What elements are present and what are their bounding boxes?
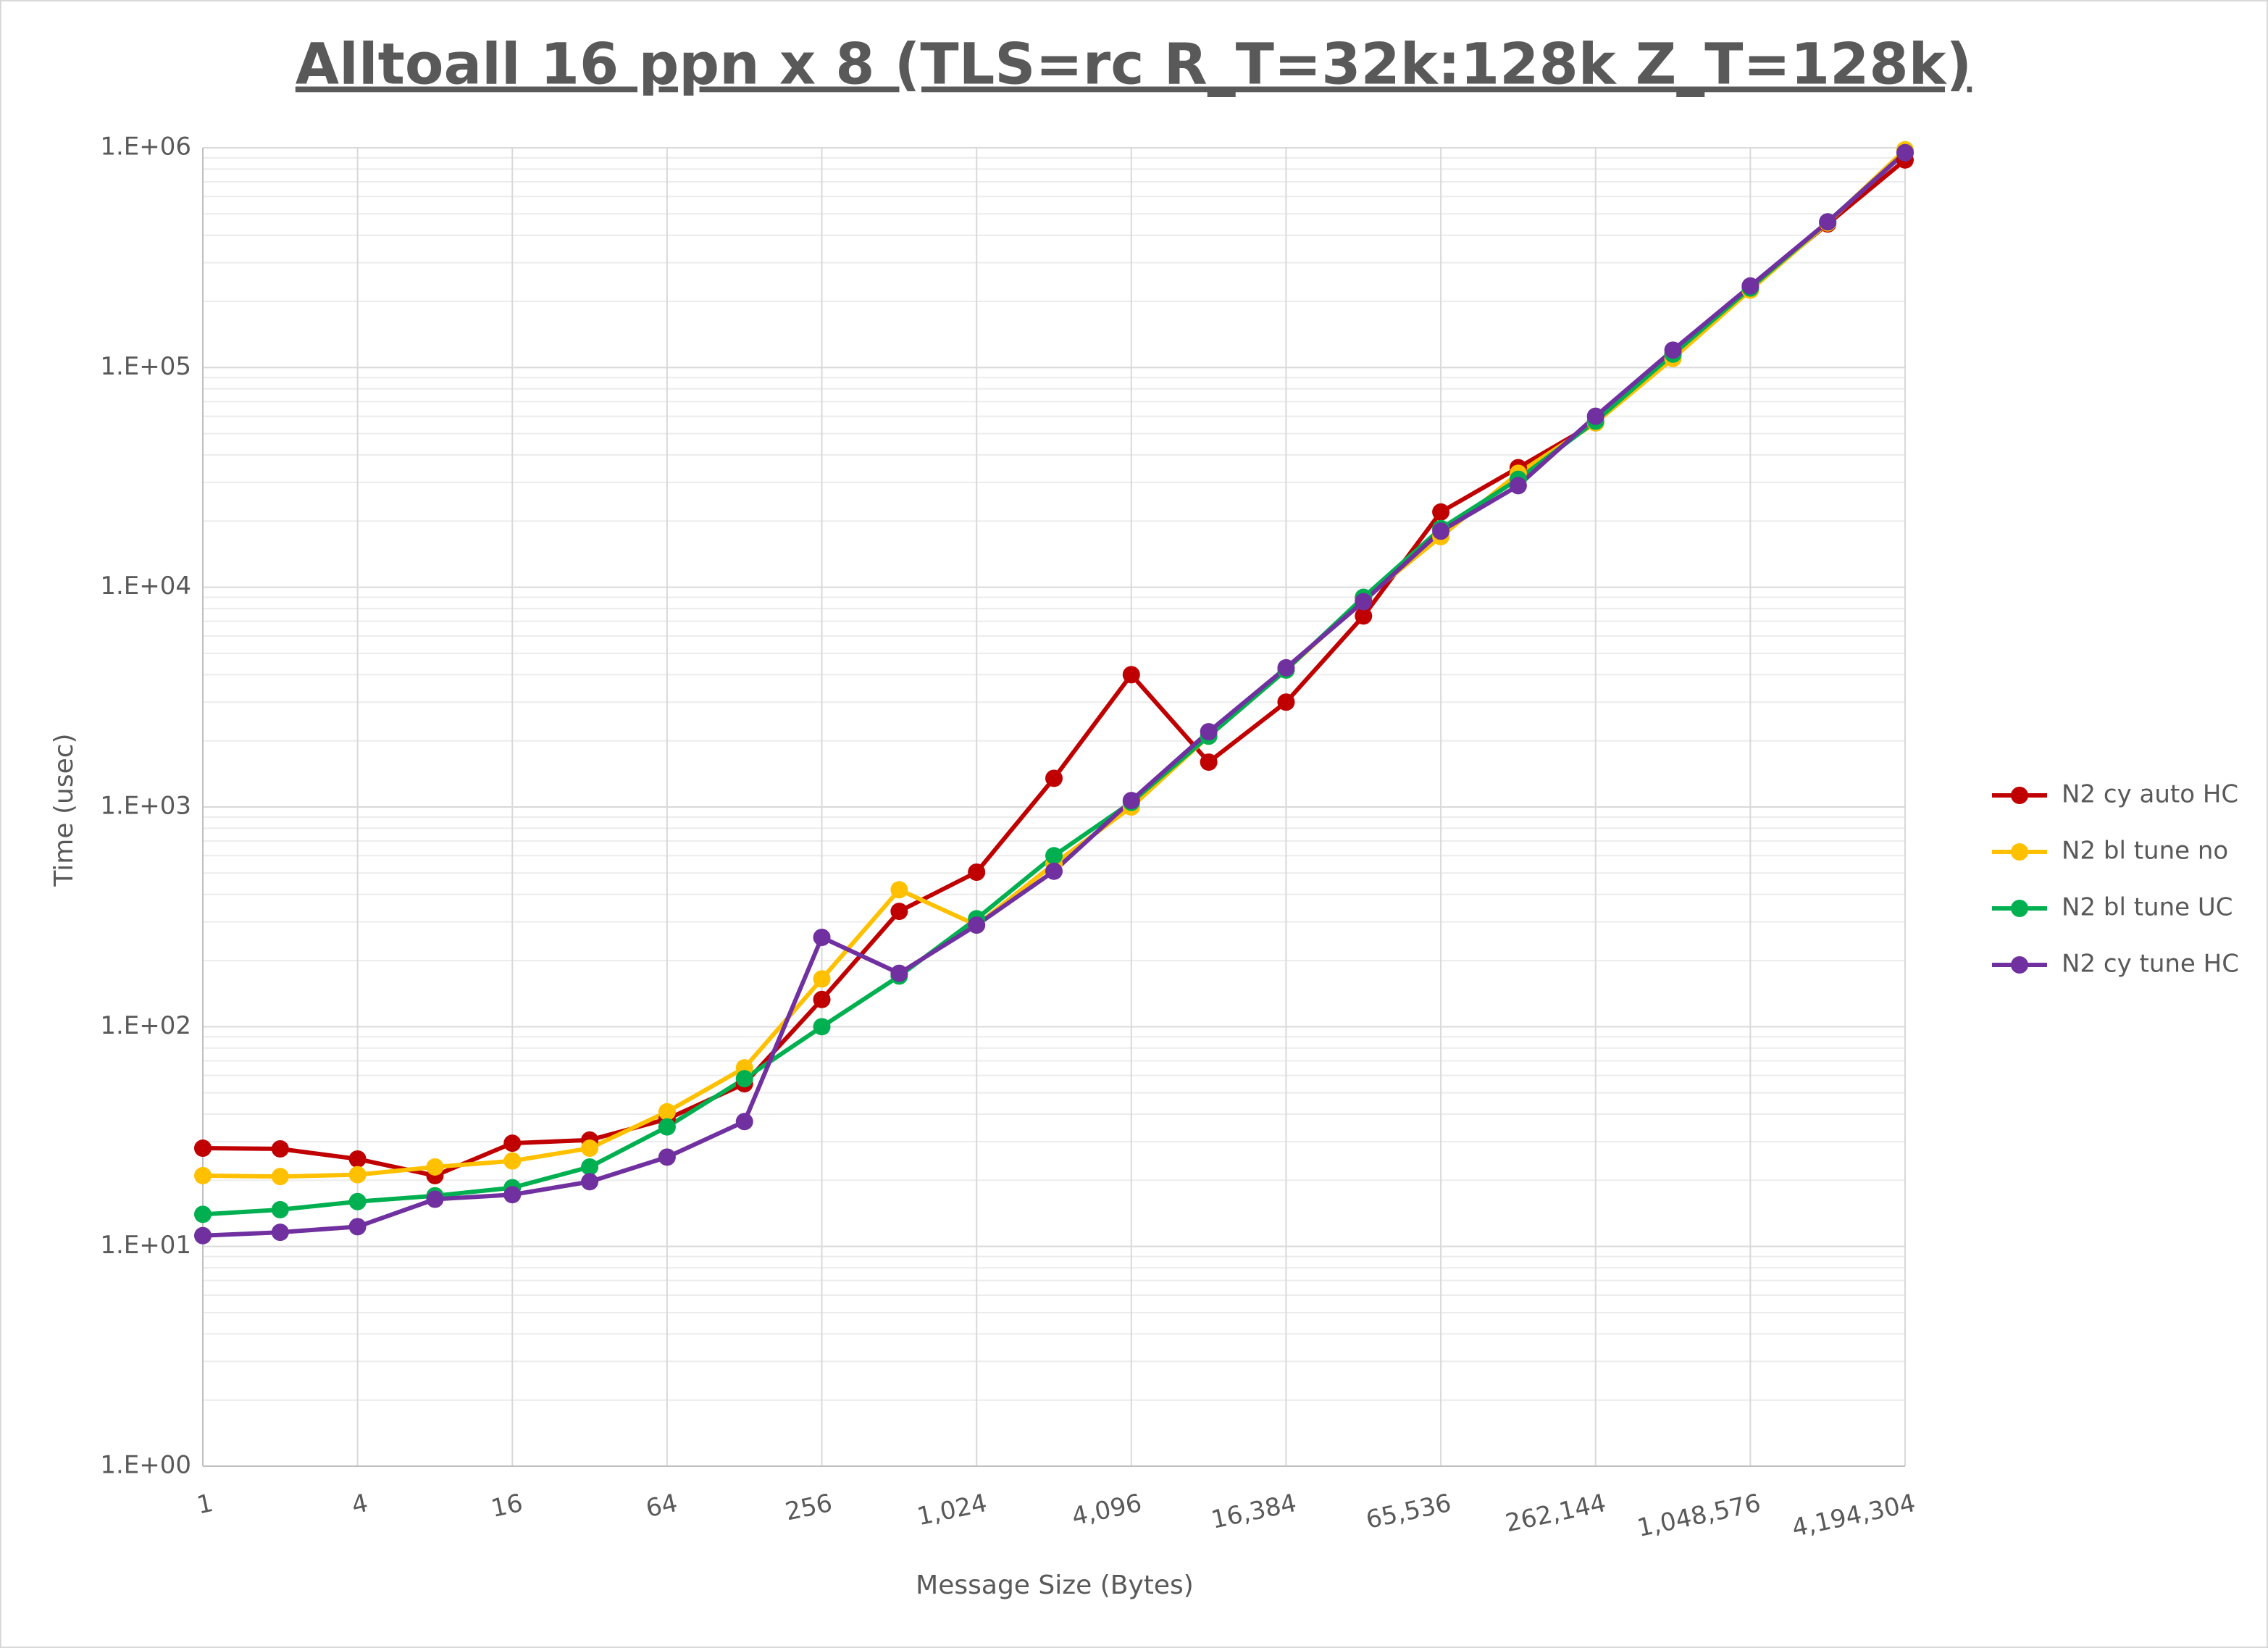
y-tick-label: 1.E+03 xyxy=(100,792,191,821)
x-tick-label: 16 xyxy=(488,1489,525,1523)
data-point xyxy=(1896,143,1914,162)
legend-marker xyxy=(2011,787,2028,804)
data-point xyxy=(890,903,908,921)
data-point xyxy=(348,1192,367,1210)
data-point xyxy=(503,1186,522,1204)
data-point xyxy=(194,1226,212,1245)
y-axis-title: Time (usec) xyxy=(49,733,79,887)
data-point xyxy=(890,964,908,982)
data-point xyxy=(1586,407,1604,425)
data-point xyxy=(890,881,908,899)
data-point xyxy=(194,1166,212,1184)
legend-label: N2 cy auto HC xyxy=(2062,780,2238,809)
data-point xyxy=(1200,753,1218,771)
legend-marker xyxy=(2011,956,2028,974)
data-point xyxy=(271,1200,289,1218)
y-tick-label: 1.E+04 xyxy=(100,572,191,601)
data-point xyxy=(1122,666,1140,684)
data-point xyxy=(348,1166,367,1184)
data-point xyxy=(813,970,831,988)
data-point xyxy=(968,916,986,934)
data-point xyxy=(658,1103,676,1121)
data-point xyxy=(813,1018,831,1036)
data-point xyxy=(1200,723,1218,741)
data-point xyxy=(348,1218,367,1236)
data-point xyxy=(194,1139,212,1158)
data-point xyxy=(271,1139,289,1158)
grid xyxy=(202,147,1906,1467)
x-tick-label: 64 xyxy=(643,1489,680,1523)
data-point xyxy=(735,1113,753,1131)
data-point xyxy=(271,1224,289,1242)
data-point xyxy=(813,990,831,1008)
y-tick-label: 1.E+00 xyxy=(100,1451,191,1480)
data-point xyxy=(503,1152,522,1170)
data-point xyxy=(1045,847,1063,865)
legend-label: N2 bl tune UC xyxy=(2062,893,2233,922)
data-point xyxy=(581,1139,599,1158)
data-point xyxy=(1509,477,1527,495)
data-point xyxy=(194,1205,212,1224)
data-point xyxy=(581,1158,599,1176)
data-point xyxy=(968,863,986,882)
y-tick-label: 1.E+06 xyxy=(100,133,191,162)
data-point xyxy=(1819,213,1837,231)
data-point xyxy=(271,1168,289,1186)
y-tick-label: 1.E+01 xyxy=(100,1231,191,1260)
y-tick-label: 1.E+05 xyxy=(100,352,191,381)
legend-label: N2 cy tune HC xyxy=(2062,950,2239,979)
data-point xyxy=(1741,277,1759,295)
data-point xyxy=(581,1173,599,1191)
data-point xyxy=(426,1190,444,1208)
data-point xyxy=(1045,769,1063,787)
data-point xyxy=(813,929,831,947)
data-point xyxy=(1277,693,1295,711)
data-point xyxy=(1355,607,1373,625)
legend-marker xyxy=(2011,900,2028,917)
data-point xyxy=(1432,522,1450,540)
data-point xyxy=(658,1148,676,1166)
data-point xyxy=(735,1070,753,1088)
data-point xyxy=(1045,862,1063,880)
y-tick-label: 1.E+02 xyxy=(100,1011,191,1040)
chart-title: Alltoall 16 ppn x 8 (TLS=rc R_T=32k:128k… xyxy=(296,32,1972,97)
data-point xyxy=(1432,503,1450,521)
data-point xyxy=(1355,593,1373,611)
legend-label: N2 bl tune no xyxy=(2062,837,2228,866)
data-point xyxy=(348,1150,367,1168)
data-point xyxy=(1122,792,1140,810)
data-point xyxy=(426,1158,444,1176)
data-point xyxy=(503,1134,522,1153)
data-point xyxy=(1277,658,1295,677)
plot xyxy=(194,141,1914,1245)
legend-marker xyxy=(2011,843,2028,861)
data-point xyxy=(658,1118,676,1136)
data-point xyxy=(1664,341,1682,359)
x-axis-title: Message Size (Bytes) xyxy=(916,1570,1194,1600)
